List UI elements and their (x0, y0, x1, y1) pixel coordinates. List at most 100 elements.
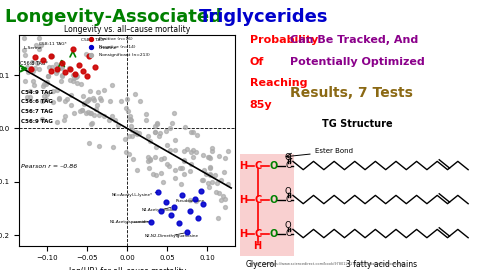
Point (66, 66, 73, 70)
Text: Of: Of (250, 57, 264, 67)
Point (204, 180, 212, 185)
Point (155, 134, 163, 138)
Point (96, 113, 103, 117)
Text: O: O (285, 153, 291, 161)
Point (142, 112, 150, 116)
Point (111, 118, 119, 123)
Point (87, 122, 95, 126)
Text: Reaching: Reaching (250, 78, 307, 88)
Point (126, 113, 134, 118)
Point (106, 99, 114, 103)
Point (69, 79, 77, 84)
Point (27, 66, 35, 71)
Point (92, 107, 100, 112)
Point (126, 134, 133, 139)
Point (122, 106, 130, 110)
Point (43, 80, 51, 85)
Text: Nonsignificant (n=213): Nonsignificant (n=213) (99, 53, 150, 57)
Point (172, 168, 180, 172)
Point (86, 111, 94, 115)
Point (180, 159, 188, 163)
Text: O: O (285, 187, 291, 195)
Text: Pseudouridine: Pseudouridine (175, 199, 204, 203)
Point (36, 36, 43, 40)
Text: Pearson r = –0.86: Pearson r = –0.86 (21, 164, 77, 169)
Point (29, 79, 36, 83)
Point (189, 155, 197, 159)
Text: C58:7 TAG*: C58:7 TAG* (81, 39, 106, 42)
Point (157, 171, 165, 175)
Point (44, 74, 52, 79)
Point (183, 230, 191, 235)
Point (87, 111, 95, 116)
Text: C56:9 TAG: C56:9 TAG (21, 119, 53, 124)
Text: Can Be Tracked, And: Can Be Tracked, And (290, 35, 419, 45)
Text: H: H (240, 228, 248, 239)
Text: Ester Bond: Ester Bond (315, 148, 353, 154)
Point (224, 148, 232, 153)
Text: TG Structure: TG Structure (322, 119, 393, 129)
Point (188, 130, 195, 134)
Point (66, 77, 74, 82)
Point (108, 83, 116, 87)
Point (144, 134, 151, 138)
Point (180, 172, 187, 177)
Text: N4-Acetylcytidine: N4-Acetylcytidine (142, 207, 178, 212)
Point (125, 151, 133, 156)
Point (52, 71, 60, 75)
Text: Probability: Probability (250, 35, 318, 45)
Point (27, 66, 35, 70)
Point (168, 212, 175, 217)
Point (180, 158, 188, 163)
Text: C: C (254, 228, 261, 239)
Point (186, 168, 194, 173)
Point (38, 99, 46, 103)
Point (128, 133, 136, 138)
Point (215, 154, 222, 158)
Text: N6=Acetyl-L-lysine*: N6=Acetyl-L-lysine* (111, 193, 157, 197)
Point (108, 114, 116, 118)
Point (60, 114, 68, 118)
Point (217, 198, 225, 202)
Text: N2,N2-Dimethylguanosine: N2,N2-Dimethylguanosine (145, 233, 199, 238)
Text: H: H (240, 194, 248, 205)
Point (67, 93, 74, 97)
Point (199, 178, 206, 182)
Point (48, 100, 56, 104)
Point (33, 61, 41, 65)
Point (57, 66, 65, 70)
Point (73, 81, 81, 85)
Point (72, 75, 79, 79)
Text: C: C (254, 160, 261, 171)
Point (163, 142, 171, 147)
Point (206, 156, 214, 160)
Point (53, 120, 60, 124)
Point (42, 97, 49, 101)
Point (73, 74, 81, 78)
Point (186, 209, 193, 213)
Point (123, 97, 131, 101)
Point (37, 43, 45, 47)
Point (213, 181, 220, 185)
Text: C: C (285, 161, 291, 170)
Point (136, 99, 144, 103)
Point (206, 165, 214, 169)
Text: Longevity-Associated: Longevity-Associated (5, 8, 228, 26)
Point (130, 157, 137, 161)
Point (26, 94, 34, 99)
Point (78, 108, 85, 112)
Point (225, 182, 232, 186)
Point (147, 220, 155, 224)
Point (192, 150, 200, 154)
Point (75, 63, 83, 68)
Text: H: H (240, 160, 248, 171)
Point (178, 182, 185, 186)
Point (94, 103, 101, 107)
Point (162, 200, 169, 204)
Point (124, 109, 132, 113)
Point (206, 166, 214, 170)
Point (40, 82, 48, 86)
Point (48, 69, 55, 73)
Point (188, 162, 195, 166)
Point (187, 198, 194, 202)
